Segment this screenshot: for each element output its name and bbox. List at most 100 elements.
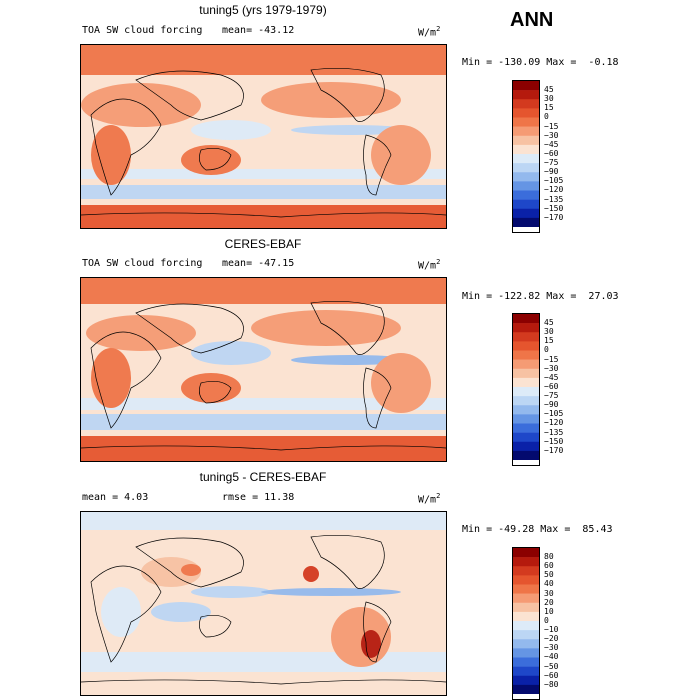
field-shading bbox=[81, 45, 446, 228]
colorbar-level-label: −120 bbox=[544, 418, 564, 428]
colorbar-level-label: −80 bbox=[544, 679, 559, 689]
colorbar-level-label: −20 bbox=[544, 634, 559, 644]
panel-1-map bbox=[80, 44, 447, 229]
colorbar-level-label: −30 bbox=[544, 363, 559, 373]
colorbar-swatch bbox=[513, 314, 539, 324]
colorbar-level-label: 30 bbox=[544, 327, 554, 337]
panel-1-mean: mean= -43.12 bbox=[222, 25, 295, 36]
colorbar-swatch bbox=[513, 377, 539, 388]
colorbar-level-label: 45 bbox=[544, 85, 554, 95]
colorbar-level-label: −10 bbox=[544, 625, 559, 635]
colorbar-swatch bbox=[513, 81, 539, 91]
colorbar-swatch bbox=[513, 648, 539, 658]
colorbar-swatch bbox=[513, 666, 539, 677]
panel-3-colorbar bbox=[512, 547, 540, 700]
colorbar-level-label: −105 bbox=[544, 409, 564, 419]
colorbar-level-label: −90 bbox=[544, 400, 559, 410]
colorbar-level-label: −15 bbox=[544, 121, 559, 131]
colorbar-swatch bbox=[513, 432, 539, 443]
colorbar-swatch bbox=[513, 414, 539, 424]
colorbar-swatch bbox=[513, 199, 539, 210]
colorbar-level-label: −60 bbox=[544, 148, 559, 158]
colorbar-level-label: −75 bbox=[544, 158, 559, 168]
colorbar-level-label: 40 bbox=[544, 579, 554, 589]
colorbar-swatch bbox=[513, 332, 539, 342]
colorbar-swatch bbox=[513, 566, 539, 576]
colorbar-swatch bbox=[513, 557, 539, 567]
colorbar-swatch bbox=[513, 163, 539, 173]
colorbar-swatch bbox=[513, 135, 539, 146]
colorbar-level-label: 20 bbox=[544, 597, 554, 607]
panel-2-units: W/m2 bbox=[418, 258, 441, 272]
colorbar-swatch bbox=[513, 423, 539, 433]
colorbar-swatch bbox=[513, 190, 539, 200]
panel-2-mean: mean= -47.15 bbox=[222, 258, 295, 269]
colorbar-level-label: −45 bbox=[544, 372, 559, 382]
colorbar-level-label: 0 bbox=[544, 112, 549, 122]
colorbar-swatch bbox=[513, 350, 539, 360]
colorbar-level-label: −30 bbox=[544, 643, 559, 653]
colorbar-level-label: −15 bbox=[544, 354, 559, 364]
colorbar-swatch bbox=[513, 387, 539, 397]
colorbar-swatch bbox=[513, 359, 539, 370]
colorbar-level-label: −150 bbox=[544, 203, 564, 213]
colorbar-swatch bbox=[513, 172, 539, 182]
colorbar-swatch bbox=[513, 621, 539, 631]
colorbar-swatch bbox=[513, 593, 539, 604]
colorbar-level-label: 10 bbox=[544, 606, 554, 616]
colorbar-level-label: −30 bbox=[544, 130, 559, 140]
colorbar-swatch bbox=[513, 630, 539, 640]
colorbar-swatch bbox=[513, 639, 539, 649]
colorbar-swatch bbox=[513, 154, 539, 164]
colorbar-swatch bbox=[513, 208, 539, 219]
colorbar-swatch bbox=[513, 90, 539, 100]
panel-3-colorbar-swatches bbox=[513, 548, 539, 695]
colorbar-level-label: 80 bbox=[544, 552, 554, 562]
colorbar-swatch bbox=[513, 99, 539, 109]
colorbar-level-label: −75 bbox=[544, 391, 559, 401]
colorbar-level-label: 30 bbox=[544, 94, 554, 104]
panel-3-title: tuning5 - CERES-EBAF bbox=[199, 470, 327, 484]
colorbar-swatch bbox=[513, 217, 539, 228]
field-shading bbox=[81, 512, 446, 672]
panel-2-map bbox=[80, 277, 447, 462]
panel-1-colorbar-swatches bbox=[513, 81, 539, 228]
panel-3-map bbox=[80, 511, 447, 696]
colorbar-level-label: −45 bbox=[544, 139, 559, 149]
colorbar-swatch bbox=[513, 441, 539, 452]
panel-1-variable: TOA SW cloud forcing bbox=[82, 25, 203, 36]
colorbar-level-label: −135 bbox=[544, 194, 564, 204]
colorbar-swatch bbox=[513, 611, 539, 622]
colorbar-swatch bbox=[513, 126, 539, 137]
colorbar-swatch bbox=[513, 181, 539, 191]
coastlines bbox=[81, 534, 446, 685]
colorbar-level-label: −120 bbox=[544, 185, 564, 195]
panel-1-colorbar bbox=[512, 80, 540, 233]
coastlines bbox=[81, 300, 446, 451]
panel-2-colorbar bbox=[512, 313, 540, 466]
field-shading bbox=[81, 278, 446, 461]
season-label: ANN bbox=[510, 9, 554, 31]
colorbar-swatch bbox=[513, 602, 539, 613]
colorbar-level-label: 0 bbox=[544, 345, 549, 355]
panel-1-units: W/m2 bbox=[418, 25, 441, 39]
colorbar-level-label: −105 bbox=[544, 176, 564, 186]
panel-3-units: W/m2 bbox=[418, 492, 441, 506]
panel-2-minmax: Min = -122.82 Max = 27.03 bbox=[462, 291, 619, 302]
colorbar-level-label: 30 bbox=[544, 588, 554, 598]
colorbar-swatch bbox=[513, 657, 539, 667]
colorbar-swatch bbox=[513, 108, 539, 118]
colorbar-level-label: −135 bbox=[544, 427, 564, 437]
colorbar-swatch bbox=[513, 450, 539, 461]
colorbar-swatch bbox=[513, 341, 539, 351]
colorbar-swatch bbox=[513, 368, 539, 379]
colorbar-level-label: 50 bbox=[544, 570, 554, 580]
coastlines bbox=[81, 67, 446, 218]
colorbar-level-label: −60 bbox=[544, 381, 559, 391]
colorbar-swatch bbox=[513, 584, 539, 594]
colorbar-swatch bbox=[513, 117, 539, 127]
panel-3-minmax: Min = -49.28 Max = 85.43 bbox=[462, 524, 613, 535]
panel-2-colorbar-swatches bbox=[513, 314, 539, 461]
panel-2-title: CERES-EBAF bbox=[224, 237, 302, 251]
colorbar-level-label: 60 bbox=[544, 561, 554, 571]
